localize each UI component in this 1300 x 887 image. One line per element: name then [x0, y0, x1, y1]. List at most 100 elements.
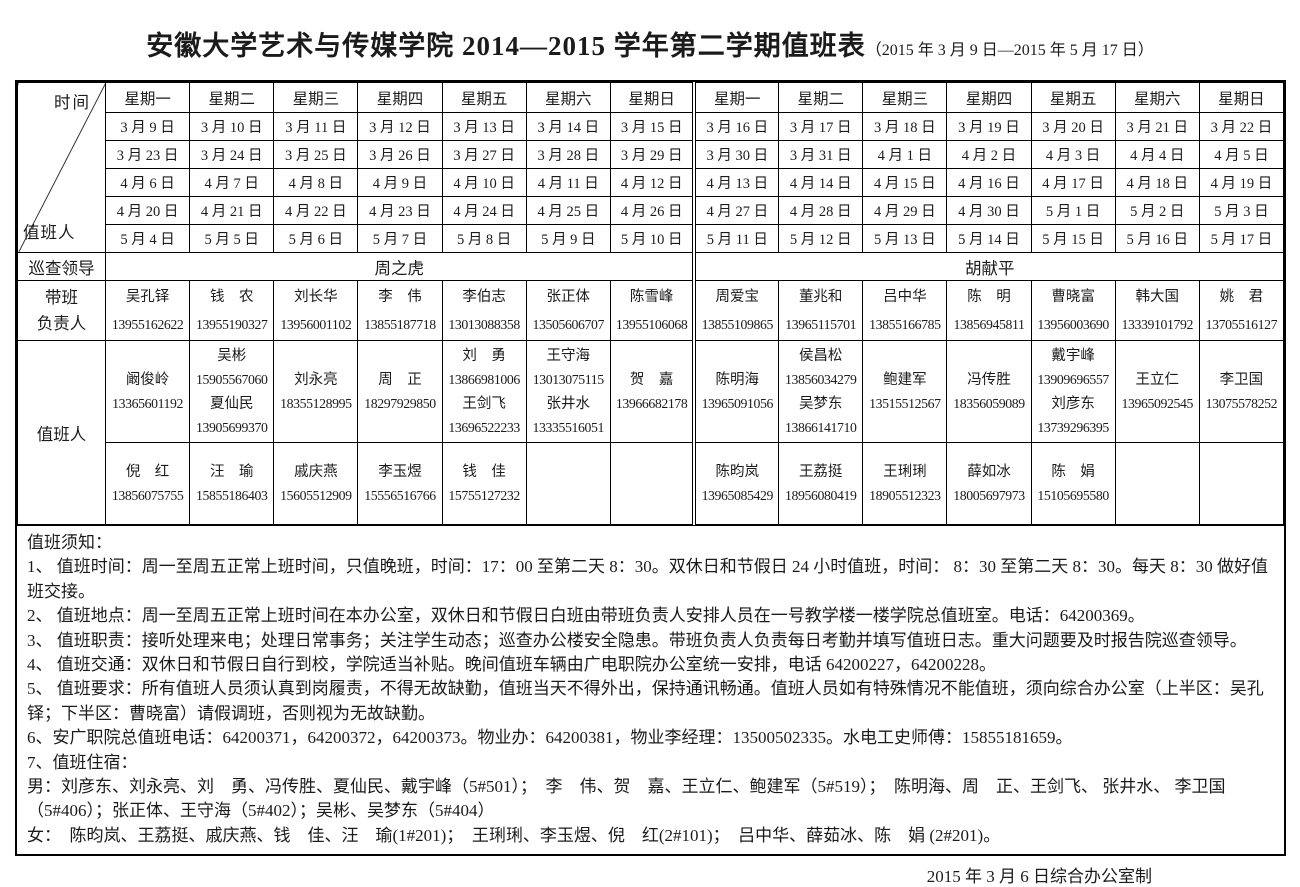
date-cell: 5 月 2 日 [1114, 196, 1200, 225]
duty-cell [1114, 442, 1200, 525]
duty-cell: 戴宇峰 13909696557 刘彦东 13739296395 [1030, 340, 1116, 443]
document-title: 安徽大学艺术与传媒学院 2014—2015 学年第二学期值班表（2015 年 3… [0, 0, 1300, 76]
corner-time-label: 时间 [54, 93, 91, 112]
duty-cell: 陈 娟 15105695580 [1030, 442, 1116, 525]
duty-cell: 吴彬 15905567060 夏仙民 13905699370 [189, 340, 275, 443]
leader-cell: 陈 明 13856945811 [946, 280, 1032, 341]
inspection-leader-label: 巡查领导 [17, 252, 106, 281]
leader-cell: 李 伟 13855187718 [357, 280, 443, 341]
weekday-header-row: 时间 值班人 星期一 星期二 星期三 星期四 星期五 星期六 星期日 星期一 星… [17, 82, 1285, 253]
weekday-header: 星期日 [1198, 82, 1285, 113]
date-cell: 3 月 25 日 [273, 140, 359, 169]
date-cell: 4 月 14 日 [778, 168, 864, 197]
date-row: 5 月 4 日 5 月 5 日 5 月 6 日 5 月 7 日 5 月 8 日 … [18, 224, 1285, 253]
date-cell: 4 月 2 日 [946, 140, 1032, 169]
duty-cell: 鲍建军 13515512567 [862, 340, 948, 443]
duty-cell [609, 442, 695, 525]
note-item-7: 7、值班住宿： [27, 752, 138, 772]
date-cell: 5 月 5 日 [189, 224, 275, 253]
date-cell: 4 月 1 日 [862, 140, 948, 169]
duty-cell: 周 正 18297929850 [357, 340, 443, 443]
duty-cell: 王立仁 13965092545 [1114, 340, 1200, 443]
weekday-header: 星期五 [1030, 82, 1116, 113]
note-item-1: 1、 值班时间：周一至周五正常上班时间，只值晚班，时间：17：00 至第二天 8… [27, 557, 1268, 601]
date-cell: 3 月 24 日 [189, 140, 275, 169]
inspection-leader-left: 周之虎 [105, 252, 695, 281]
date-cell: 3 月 15 日 [609, 112, 695, 141]
note-item-3: 3、 值班职责：接听处理来电；处理日常事务；关注学生动态；巡查办公楼安全隐患。带… [27, 630, 1247, 650]
duty-notes-section: 值班须知： 1、 值班时间：周一至周五正常上班时间，只值晚班，时间：17：00 … [17, 525, 1284, 854]
weekday-header: 星期五 [441, 82, 527, 113]
date-cell: 5 月 4 日 [104, 224, 191, 253]
date-cell: 3 月 12 日 [357, 112, 443, 141]
date-cell: 5 月 14 日 [946, 224, 1032, 253]
date-cell: 3 月 10 日 [189, 112, 275, 141]
duty-roster-table: 时间 值班人 星期一 星期二 星期三 星期四 星期五 星期六 星期日 星期一 星… [17, 82, 1285, 525]
date-cell: 5 月 17 日 [1198, 224, 1285, 253]
duty-cell [1198, 442, 1285, 525]
note-item-6: 6、安广职院总值班电话：64200371，64200372，64200373。物… [27, 728, 1073, 748]
date-cell: 4 月 16 日 [946, 168, 1032, 197]
leader-cell: 张正体 13505606707 [525, 280, 611, 341]
duty-cell: 贺 嘉 13966682178 [609, 340, 695, 443]
date-cell: 3 月 14 日 [525, 112, 611, 141]
date-cell: 4 月 7 日 [189, 168, 275, 197]
date-cell: 3 月 18 日 [862, 112, 948, 141]
date-cell: 3 月 27 日 [441, 140, 527, 169]
duty-cell: 冯传胜 18356059089 [946, 340, 1032, 443]
weekday-header: 星期六 [1114, 82, 1200, 113]
date-cell: 3 月 28 日 [525, 140, 611, 169]
leader-cell: 吕中华 13855166785 [862, 280, 948, 341]
leader-cell: 陈雪峰 13955106068 [609, 280, 695, 341]
leader-cell: 韩大国 13339101792 [1114, 280, 1200, 341]
corner-person-label: 值班人 [23, 223, 76, 242]
date-cell: 4 月 24 日 [441, 196, 527, 225]
note-item-2: 2、 值班地点：周一至周五正常上班时间在本办公室，双休日和节假日白班由带班负责人… [27, 606, 1145, 626]
duty-cell: 戚庆燕 15605512909 [273, 442, 359, 525]
date-cell: 5 月 3 日 [1198, 196, 1285, 225]
date-cell: 4 月 12 日 [609, 168, 695, 197]
note-item-4: 4、 值班交通：双休日和节假日自行到校，学院适当补贴。晚间值班车辆由广电职院办公… [27, 655, 996, 675]
duty-cell: 钱 佳 15755127232 [441, 442, 527, 525]
leader-cell: 曹晓富 13956003690 [1030, 280, 1116, 341]
date-cell: 3 月 17 日 [778, 112, 864, 141]
shift-leader-row: 带班 负责人 吴孔铎 13955162622 钱 农 13955190327 刘长华 1… [17, 280, 1285, 341]
date-cell: 3 月 19 日 [946, 112, 1032, 141]
inspection-leader-row: 巡查领导 周之虎 胡献平 [17, 252, 1285, 281]
date-cell: 5 月 9 日 [525, 224, 611, 253]
duty-cell: 倪 红 13856075755 [104, 442, 191, 525]
date-cell: 4 月 18 日 [1114, 168, 1200, 197]
duty-cell: 李卫国 13075578252 [1198, 340, 1285, 443]
date-cell: 3 月 11 日 [273, 112, 359, 141]
date-cell: 3 月 9 日 [104, 112, 191, 141]
date-cell: 3 月 21 日 [1114, 112, 1200, 141]
date-cell: 3 月 30 日 [692, 140, 780, 169]
date-row: 4 月 6 日 4 月 7 日 4 月 8 日 4 月 9 日 4 月 10 日… [18, 168, 1285, 197]
date-cell: 5 月 8 日 [441, 224, 527, 253]
duty-cell: 刘 勇 13866981006 王剑飞 13696522233 [441, 340, 527, 443]
date-cell: 4 月 27 日 [692, 196, 780, 225]
duty-cell: 阚俊岭 13365601192 [104, 340, 191, 443]
date-cell: 5 月 16 日 [1114, 224, 1200, 253]
date-cell: 4 月 19 日 [1198, 168, 1285, 197]
date-cell: 4 月 29 日 [862, 196, 948, 225]
date-cell: 4 月 5 日 [1198, 140, 1285, 169]
roster-sheet: 时间 值班人 星期一 星期二 星期三 星期四 星期五 星期六 星期日 星期一 星… [15, 80, 1286, 857]
date-cell: 5 月 11 日 [692, 224, 780, 253]
date-cell: 4 月 17 日 [1030, 168, 1116, 197]
duty-cell: 汪 瑜 15855186403 [189, 442, 275, 525]
date-cell: 4 月 30 日 [946, 196, 1032, 225]
duty-cell: 王守海 13013075115 张井水 13335516051 [525, 340, 611, 443]
date-cell: 4 月 23 日 [357, 196, 443, 225]
inspection-leader-right: 胡献平 [692, 252, 1285, 281]
date-cell: 4 月 25 日 [525, 196, 611, 225]
date-cell: 3 月 13 日 [441, 112, 527, 141]
date-cell: 4 月 10 日 [441, 168, 527, 197]
duty-cell [525, 442, 611, 525]
duty-cell: 陈明海 13965091056 [692, 340, 780, 443]
duty-person-row-2: 倪 红 13856075755 汪 瑜 15855186403 戚庆燕 1560551… [18, 442, 1285, 525]
date-cell: 5 月 15 日 [1030, 224, 1116, 253]
date-cell: 4 月 28 日 [778, 196, 864, 225]
duty-person-row-1: 值班人 阚俊岭 13365601192 吴彬 15905567060 夏仙民 13905… [17, 340, 1285, 525]
duty-person-label: 值班人 [17, 340, 106, 525]
